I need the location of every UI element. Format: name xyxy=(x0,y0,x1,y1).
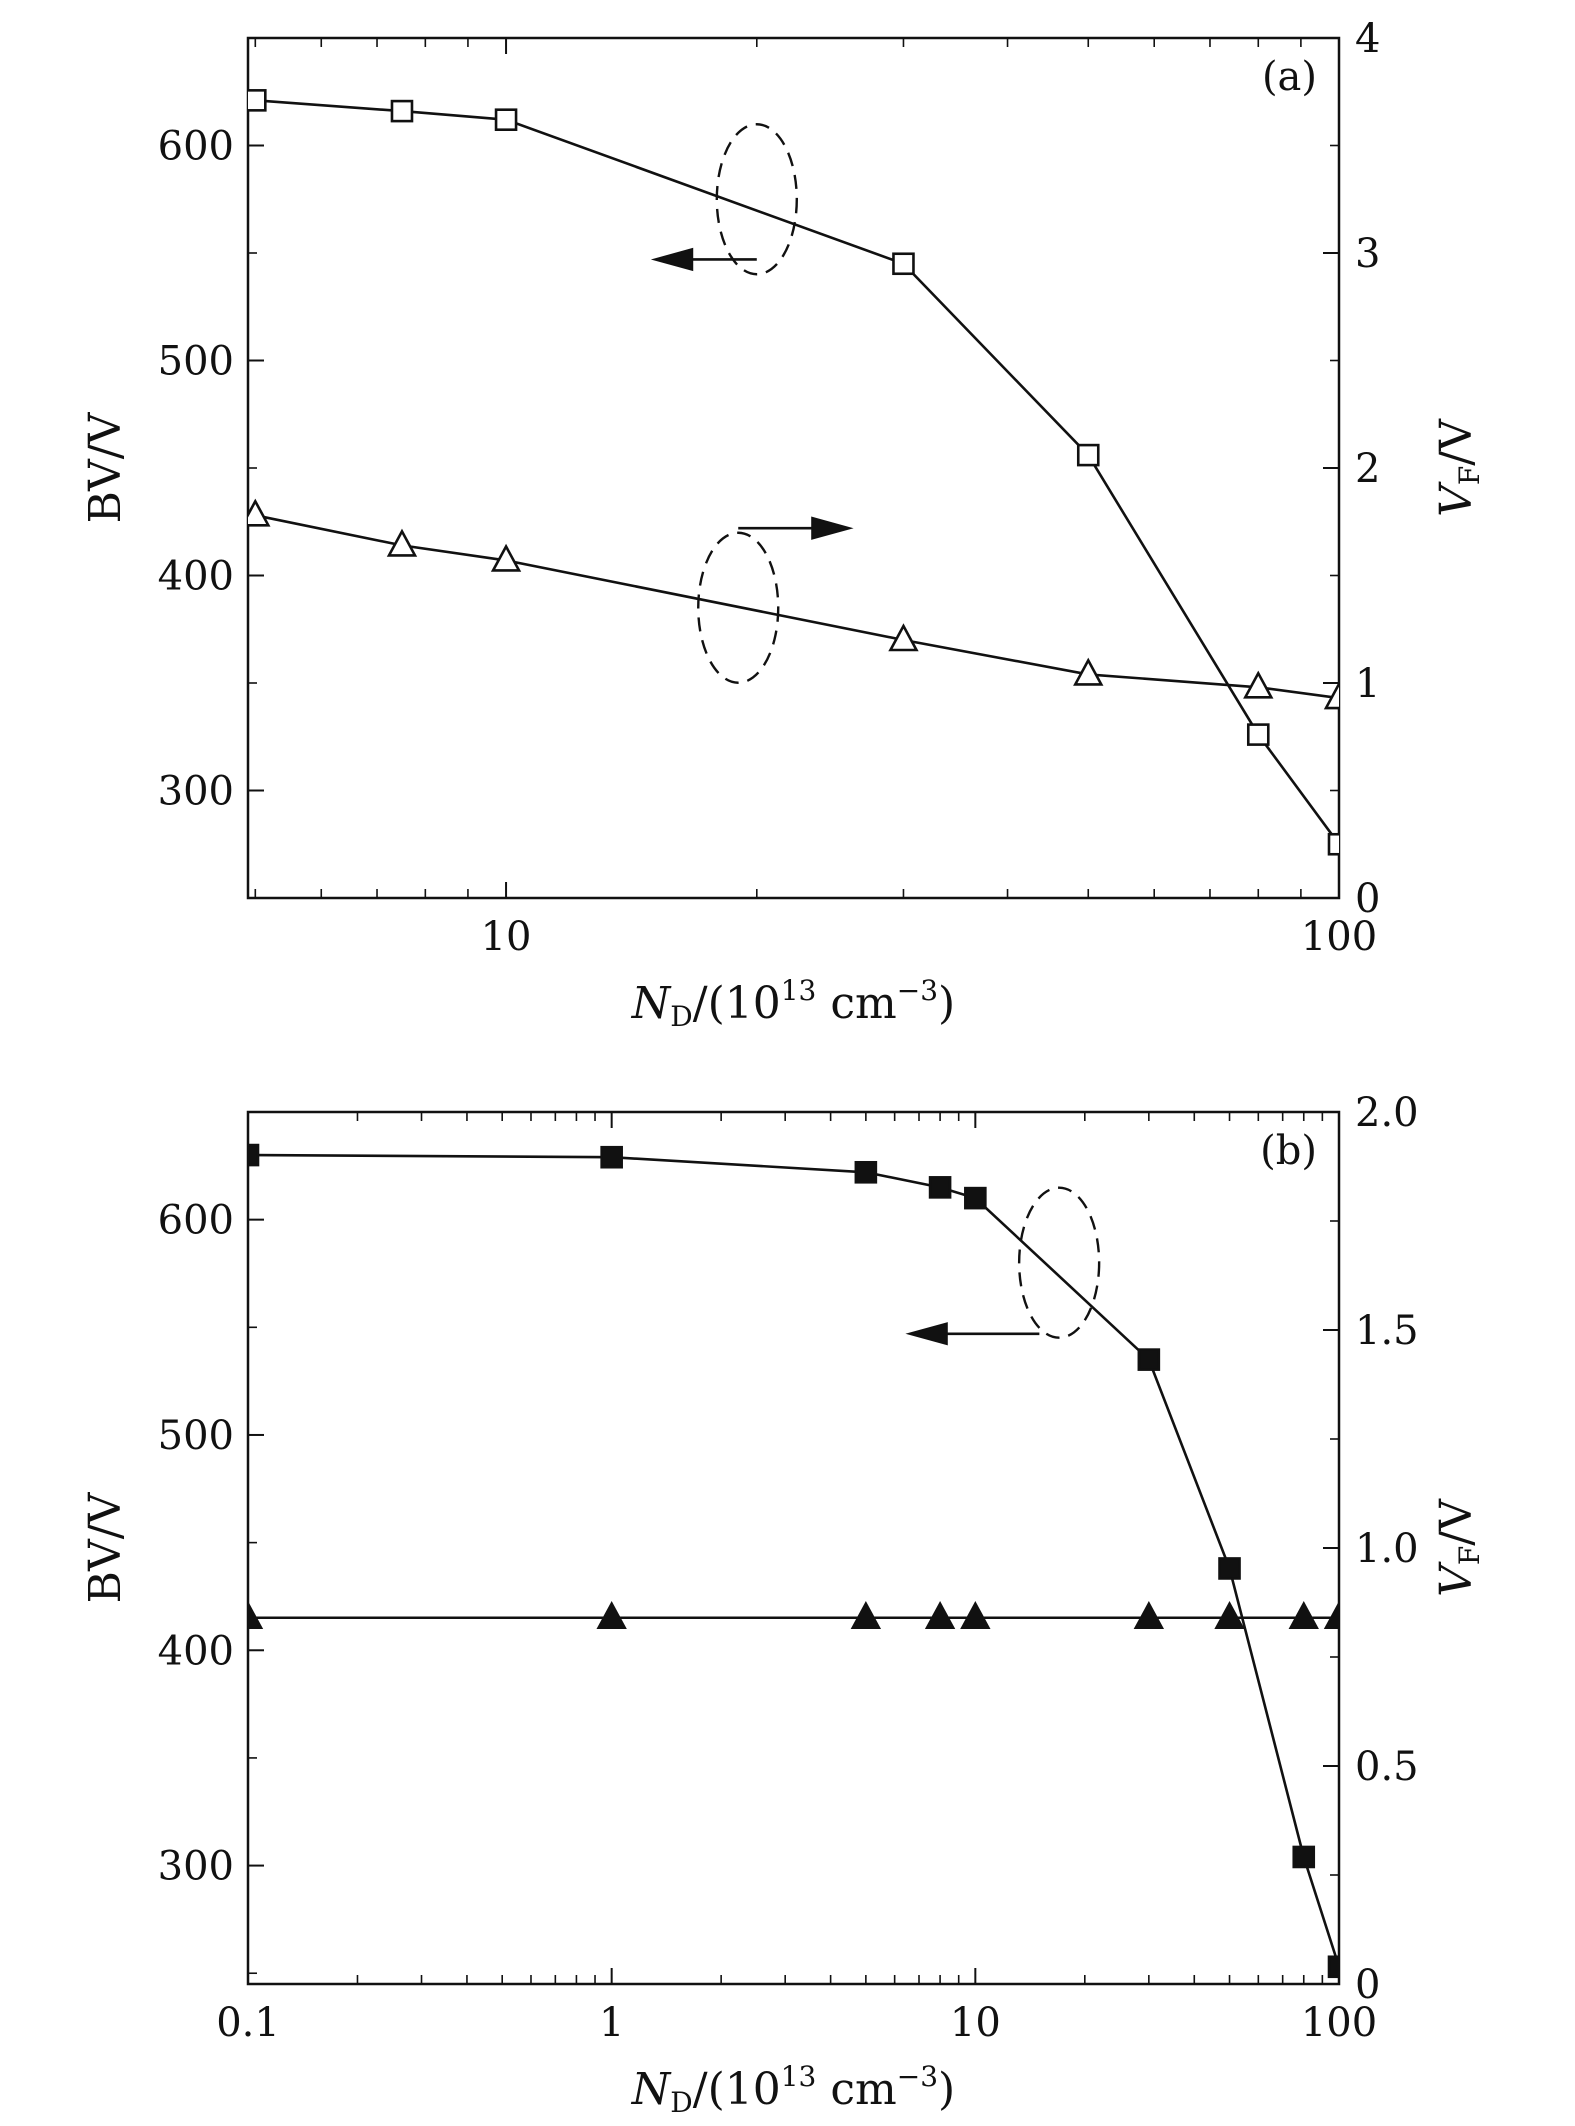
annotation-arrow-head xyxy=(650,247,694,272)
data-point-square xyxy=(854,1160,878,1184)
data-point-square xyxy=(1327,1955,1339,1979)
x-tick-label: 10 xyxy=(481,914,532,960)
right-axis-label: VF/V xyxy=(1431,418,1486,517)
left-y-tick-label: 500 xyxy=(158,1413,234,1459)
data-point-triangle xyxy=(1243,670,1274,699)
left-axis-label: BV/V xyxy=(80,411,131,523)
plot-frame xyxy=(246,36,1341,900)
x-tick-label: 10 xyxy=(950,2000,1001,2046)
left-y-tick-label: 400 xyxy=(158,554,234,600)
data-point-square xyxy=(248,89,267,112)
left-y-tick-label: 600 xyxy=(158,1198,234,1244)
series-right xyxy=(248,498,1339,710)
data-point-triangle xyxy=(490,543,522,572)
right-y-tick-label: 3 xyxy=(1355,231,1380,277)
data-point-triangle xyxy=(888,623,919,652)
data-point-square xyxy=(928,1176,952,1199)
right-y-tick-label: 0 xyxy=(1355,1962,1380,2008)
data-point-square xyxy=(390,99,414,123)
data-point-triangle xyxy=(850,1601,882,1630)
annotation-ellipse xyxy=(715,123,798,276)
data-point-triangle xyxy=(960,1601,991,1630)
data-point-triangle xyxy=(1288,1601,1319,1630)
data-point-triangle xyxy=(1323,1601,1339,1630)
series-line xyxy=(255,514,1339,700)
annotation-ellipse xyxy=(1017,1186,1101,1339)
left-y-tick-label: 300 xyxy=(158,769,234,815)
panel-label: (a) xyxy=(1262,54,1317,100)
right-y-tick-label: 4 xyxy=(1355,16,1380,62)
annotation-ellipse xyxy=(697,531,780,684)
data-point-triangle xyxy=(596,1601,627,1630)
data-point-triangle xyxy=(248,1601,264,1630)
left-y-tick-label: 600 xyxy=(158,124,234,170)
x-tick-label: 100 xyxy=(1301,2000,1377,2046)
left-y-tick-label: 300 xyxy=(158,1844,234,1890)
data-point-square xyxy=(600,1145,623,1169)
data-point-square xyxy=(1327,832,1339,856)
series-left xyxy=(248,1143,1339,1979)
data-point-square xyxy=(248,1143,260,1167)
data-point-square xyxy=(964,1186,987,1210)
x-tick-label: 0.1 xyxy=(216,2000,280,2046)
left-axis-label: BV/V xyxy=(80,1491,131,1603)
data-point-triangle xyxy=(1214,1601,1245,1630)
data-point-triangle xyxy=(1073,657,1104,686)
right-y-tick-label: 1.5 xyxy=(1355,1308,1419,1354)
series-left xyxy=(248,89,1339,856)
data-point-square xyxy=(892,252,915,276)
series-line xyxy=(248,1153,1339,1968)
left-y-tick-label: 400 xyxy=(158,1628,234,1674)
data-point-triangle xyxy=(1133,1601,1165,1630)
x-tick-label: 1 xyxy=(599,2000,624,2046)
annotation-arrow-head xyxy=(811,516,854,540)
panel-label: (b) xyxy=(1260,1128,1317,1174)
data-point-triangle xyxy=(1323,681,1339,710)
data-point-square xyxy=(1218,1557,1241,1580)
plot-frame xyxy=(246,1110,1341,1986)
annotation-arrow-head xyxy=(905,1322,948,1346)
right-y-tick-label: 0.5 xyxy=(1355,1744,1419,1790)
data-point-triangle xyxy=(386,528,418,557)
data-point-square xyxy=(1076,443,1100,467)
data-point-square xyxy=(1292,1845,1316,1869)
right-axis-label: VF/V xyxy=(1431,1498,1486,1597)
right-y-tick-label: 2 xyxy=(1355,446,1380,492)
data-point-square xyxy=(1246,723,1270,746)
data-point-square xyxy=(494,108,518,131)
left-y-tick-label: 500 xyxy=(158,339,234,385)
x-tick-label: 100 xyxy=(1301,914,1377,960)
right-y-tick-label: 2.0 xyxy=(1355,1090,1419,1136)
data-point-triangle xyxy=(248,498,271,527)
x-axis-label: ND/(1013 cm−3) xyxy=(631,2060,955,2119)
panel-b: 0.1 1 10 100 300 400 500 600 0 0.5 1.0 1.5 2.0 BV/V VF… xyxy=(80,1090,1486,2119)
panel-a: 10 100 300 400 500 600 0 1 2 3 4 BV/V VF/V ND/(1013 c… xyxy=(80,16,1486,1033)
series-right xyxy=(248,1601,1339,1630)
data-point-square xyxy=(1137,1348,1161,1371)
right-y-tick-label: 0 xyxy=(1355,876,1380,922)
right-y-tick-label: 1.0 xyxy=(1355,1526,1419,1572)
data-point-triangle xyxy=(924,1601,956,1630)
right-y-tick-label: 1 xyxy=(1355,661,1380,707)
x-axis-label: ND/(1013 cm−3) xyxy=(631,974,955,1033)
